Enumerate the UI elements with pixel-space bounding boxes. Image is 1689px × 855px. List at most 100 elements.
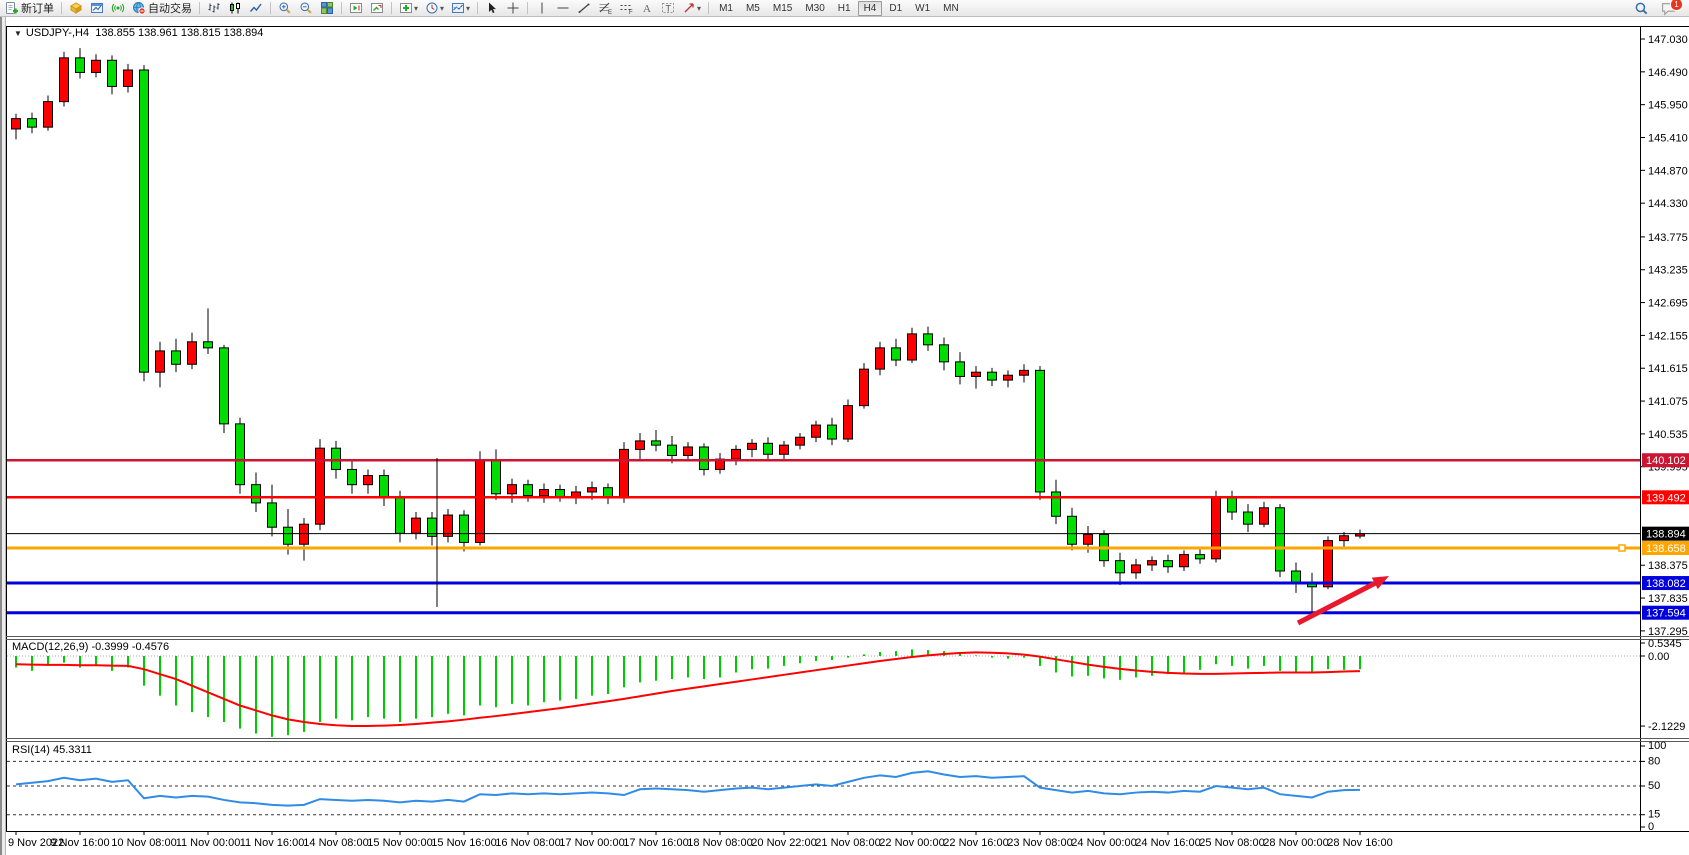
time-axis-label: 22 Nov 16:00 xyxy=(943,837,1008,849)
cursor-button[interactable] xyxy=(482,0,502,16)
tf-mn-button[interactable]: MN xyxy=(937,1,965,16)
candle-body xyxy=(987,371,997,381)
label-button[interactable]: T xyxy=(658,0,678,16)
candle-body xyxy=(651,440,661,446)
candle-body xyxy=(203,341,213,349)
candle-body xyxy=(1195,554,1205,560)
candle-body xyxy=(107,59,117,87)
tf-w1-button[interactable]: W1 xyxy=(909,1,936,16)
time-axis-label: 24 Nov 16:00 xyxy=(1135,837,1200,849)
macd-indicator-label: MACD(12,26,9) -0.3999 -0.4576 xyxy=(12,641,170,653)
time-axis-label: 17 Nov 16:00 xyxy=(623,837,688,849)
new-order-icon xyxy=(5,1,19,15)
candlestick-chart-button[interactable] xyxy=(225,0,245,16)
time-axis-label: 14 Nov 08:00 xyxy=(303,837,368,849)
tf-m1-button[interactable]: M1 xyxy=(713,1,739,16)
horizontal-line-button[interactable] xyxy=(553,0,573,16)
zoom-in-button[interactable] xyxy=(275,0,295,16)
auto-trading-label: 自动交易 xyxy=(148,3,192,15)
price-badge-label: 138.658 xyxy=(1646,543,1686,555)
crosshair-button[interactable] xyxy=(503,0,523,16)
candle-body xyxy=(891,347,901,361)
horizontal-line-icon xyxy=(556,1,570,15)
candle-body xyxy=(923,333,933,346)
tile-windows-icon xyxy=(320,1,334,15)
tf-h1-button[interactable]: H1 xyxy=(832,1,857,16)
bar-chart-button[interactable] xyxy=(204,0,224,16)
price-badge xyxy=(1642,576,1689,591)
tf-m15-button[interactable]: M15 xyxy=(767,1,798,16)
candle-body xyxy=(459,514,469,543)
market-watch-button[interactable] xyxy=(66,0,86,16)
cursor-icon xyxy=(485,1,499,15)
rsi-indicator-label: RSI(14) 45.3311 xyxy=(12,744,92,756)
candle-body xyxy=(123,69,133,87)
price-axis-label: 142.695 xyxy=(1648,298,1688,310)
candle-body xyxy=(43,101,53,128)
price-badge xyxy=(1642,541,1689,556)
shift-chart-button[interactable] xyxy=(346,0,366,16)
tf-m30-button[interactable]: M30 xyxy=(799,1,830,16)
indicators-button[interactable]: ▾ xyxy=(396,0,421,16)
price-badge-label: 138.082 xyxy=(1646,578,1686,590)
arrows-icon xyxy=(682,1,696,15)
candle-body xyxy=(1211,496,1221,560)
price-badge-label: 138.894 xyxy=(1646,529,1686,541)
vertical-line-icon xyxy=(535,1,549,15)
market-watch-icon xyxy=(69,1,83,15)
time-axis-label: 25 Nov 08:00 xyxy=(1199,837,1264,849)
fibonacci-button[interactable]: E xyxy=(595,0,615,16)
candle-body xyxy=(1259,507,1269,525)
candle-body xyxy=(795,436,805,446)
time-axis-label: 9 Nov 2022 xyxy=(8,837,64,849)
candle-body xyxy=(443,514,453,537)
chart-title: USDJPY-,H4 138.855 138.961 138.815 138.8… xyxy=(25,27,264,39)
chart-window-button[interactable] xyxy=(87,0,107,16)
candle-body xyxy=(299,523,309,545)
rsi-axis-label: 100 xyxy=(1648,740,1666,752)
search-button[interactable] xyxy=(1631,0,1652,16)
line-chart-button[interactable] xyxy=(246,0,266,16)
separator xyxy=(199,2,200,14)
label-icon: T xyxy=(661,1,675,15)
candle-body xyxy=(1067,515,1077,545)
candle-body xyxy=(27,118,37,128)
zoom-out-button[interactable] xyxy=(296,0,316,16)
auto-scroll-button[interactable] xyxy=(367,0,387,16)
new-order-label: 新订单 xyxy=(21,3,54,15)
candle-body xyxy=(1179,554,1189,568)
order-line-handle xyxy=(1618,544,1626,552)
channel-button[interactable]: F xyxy=(616,0,636,16)
new-order-button[interactable]: 新订单 xyxy=(2,0,57,16)
chart-expander-icon[interactable]: ▼ xyxy=(14,28,22,38)
tf-d1-button[interactable]: D1 xyxy=(883,1,908,16)
vertical-line-button[interactable] xyxy=(532,0,552,16)
tile-windows-button[interactable] xyxy=(317,0,337,16)
trendline-button[interactable] xyxy=(574,0,594,16)
time-axis-label: 10 Nov 08:00 xyxy=(111,837,176,849)
price-badge xyxy=(1642,526,1689,541)
periods-button[interactable]: ▾ xyxy=(422,0,447,16)
candle-body xyxy=(1051,491,1061,517)
candle-body xyxy=(75,57,85,73)
price-axis-label: 144.870 xyxy=(1648,165,1688,177)
templates-button[interactable]: ▾ xyxy=(448,0,473,16)
candle-body xyxy=(347,468,357,486)
auto-trading-button[interactable]: 自动交易 xyxy=(129,0,195,16)
text-button[interactable]: A xyxy=(637,0,657,16)
signals-button[interactable] xyxy=(108,0,128,16)
signals-icon xyxy=(111,1,125,15)
candle-body xyxy=(491,459,501,495)
price-axis-label: 140.535 xyxy=(1648,429,1688,441)
candle-body xyxy=(11,118,21,130)
chart-canvas[interactable]: 147.030 146.490 145.950 145.410 144.870 144.3… xyxy=(6,24,1689,855)
candle-body xyxy=(971,371,981,377)
price-axis-label: 142.155 xyxy=(1648,330,1688,342)
arrows-button[interactable]: ▾ xyxy=(679,0,704,16)
notifications-button[interactable]: 1 xyxy=(1658,0,1683,16)
tf-m5-button[interactable]: M5 xyxy=(740,1,766,16)
candlestick-chart-icon xyxy=(228,1,242,15)
shift-chart-icon xyxy=(349,1,363,15)
tf-h4-button[interactable]: H4 xyxy=(857,0,883,16)
time-axis-label: 23 Nov 08:00 xyxy=(1007,837,1072,849)
